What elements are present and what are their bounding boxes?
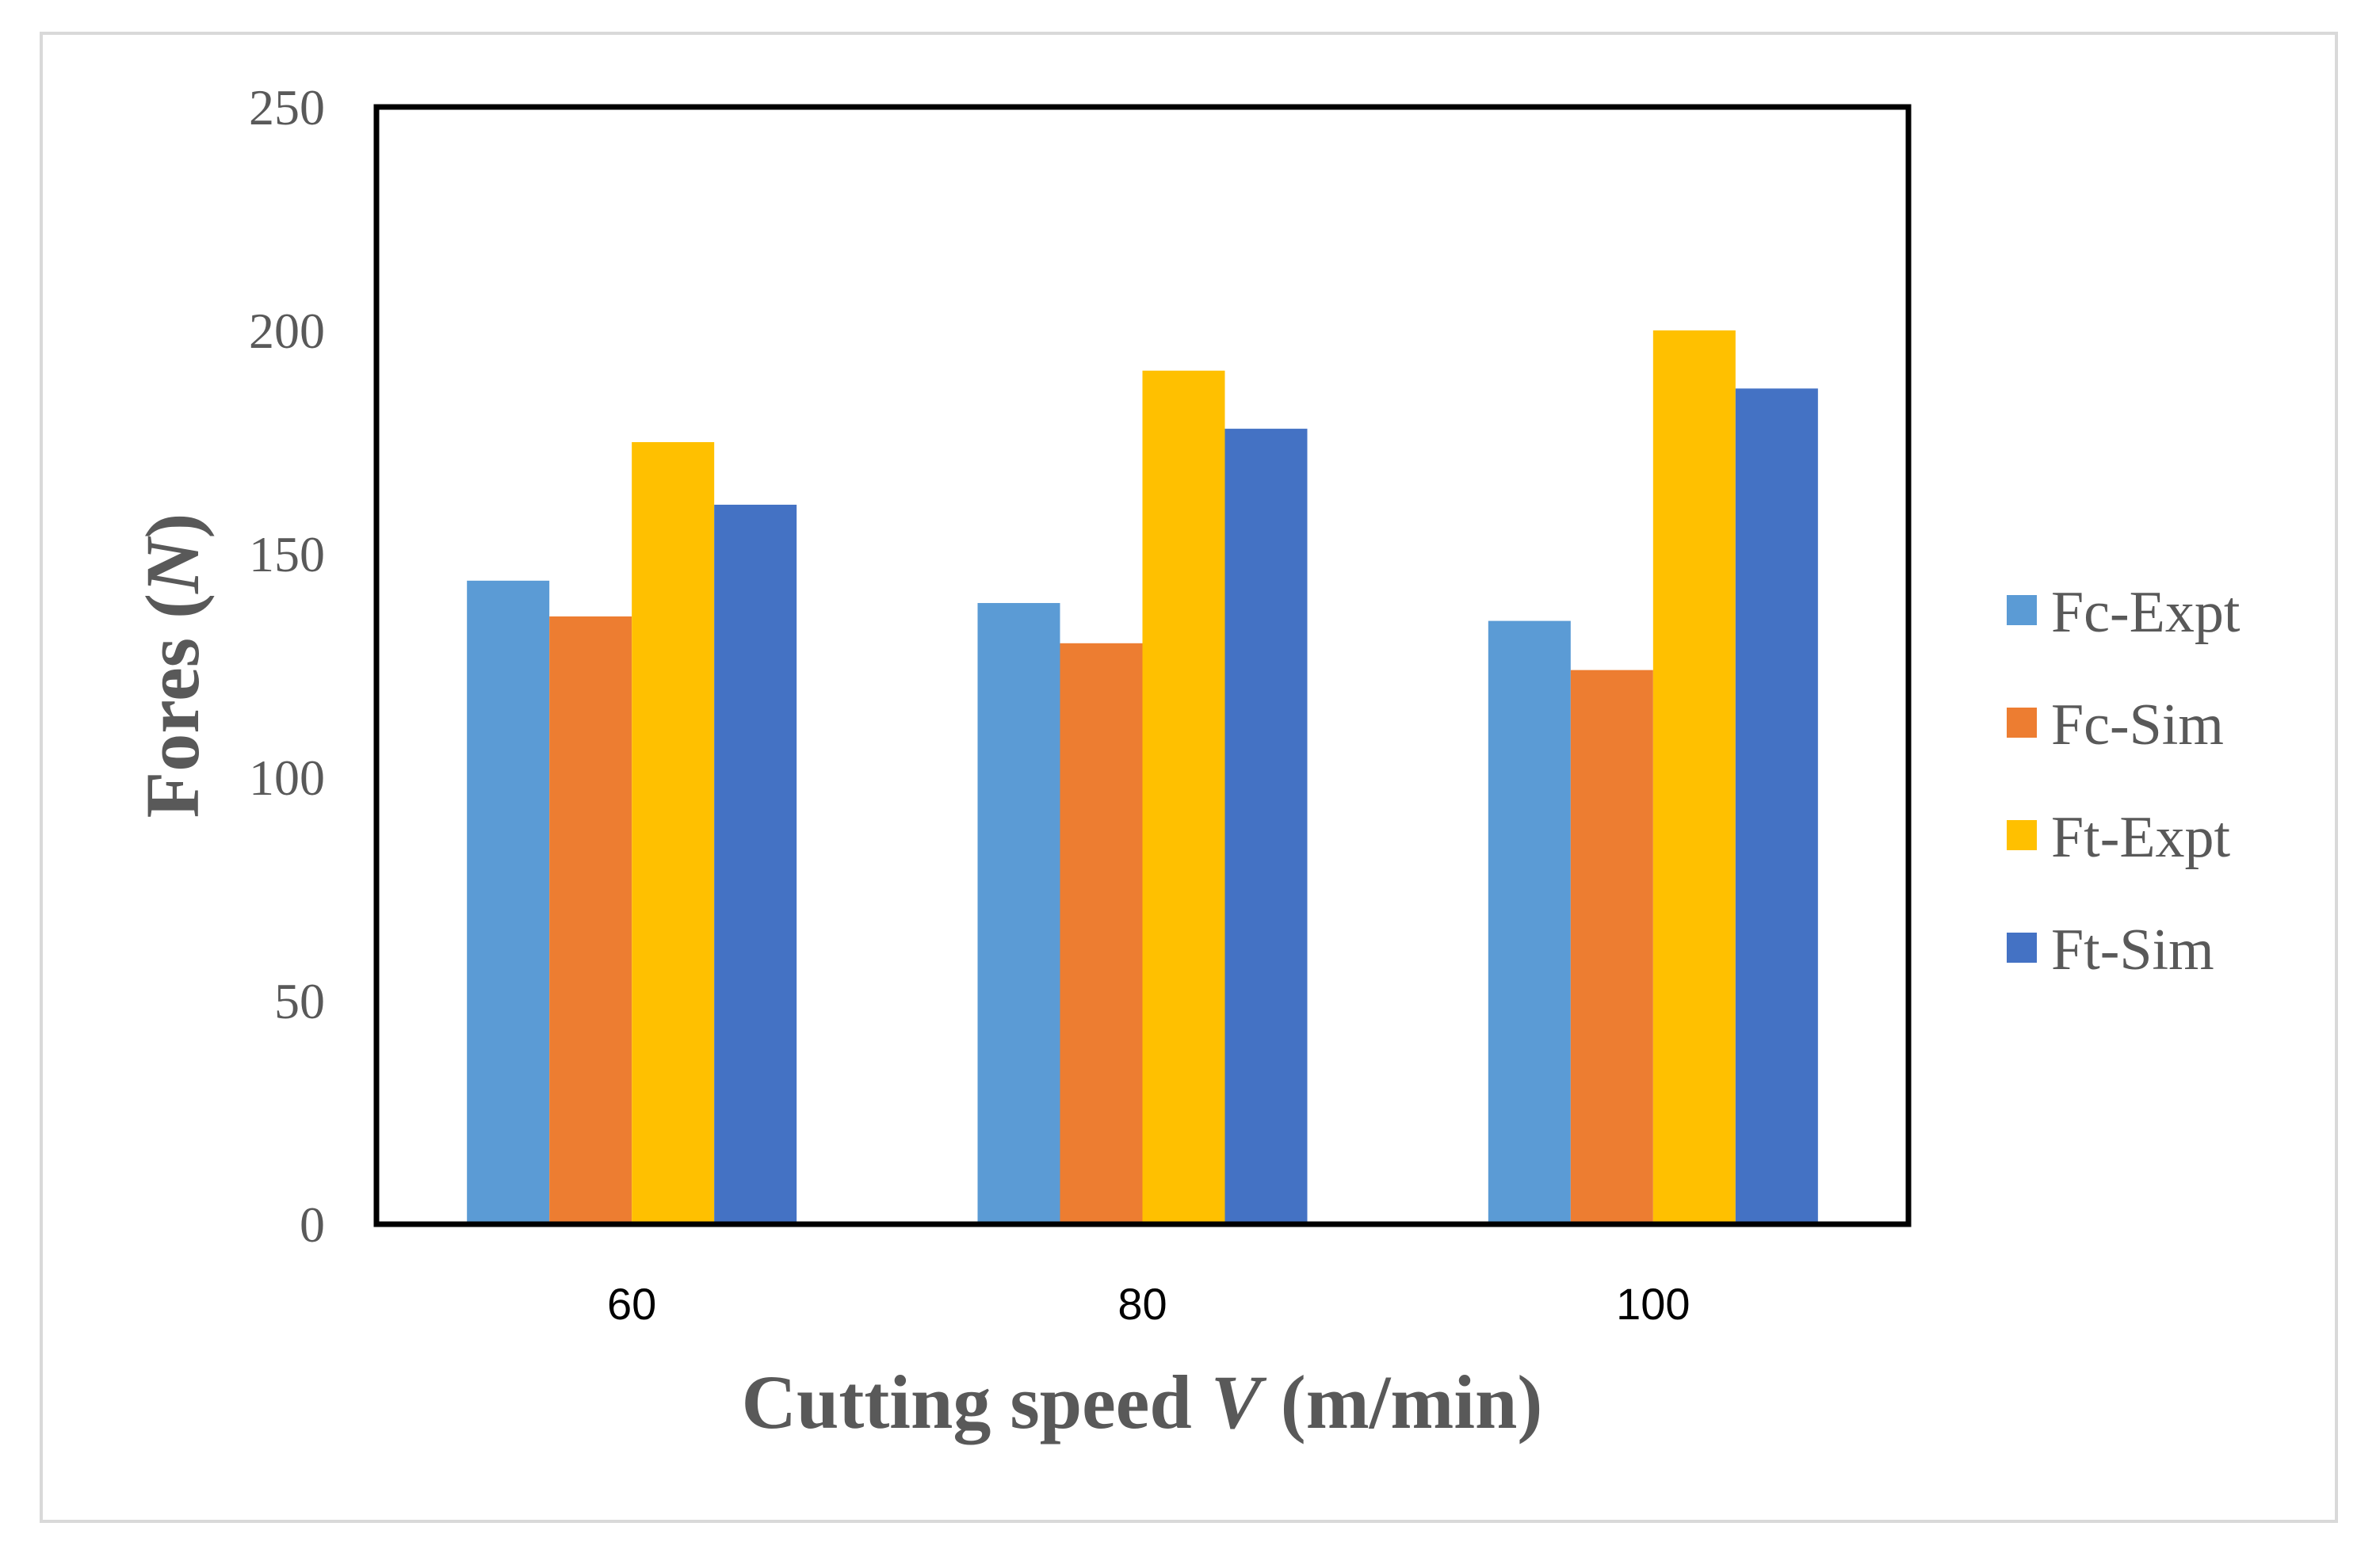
y-tick-label: 100 — [249, 750, 325, 806]
y-tick-label: 0 — [300, 1196, 325, 1253]
x-tick-label: 80 — [1117, 1279, 1167, 1329]
legend-swatch — [2007, 933, 2037, 963]
x-axis-title: Cutting speed V (m/min) — [742, 1360, 1543, 1444]
legend-label: Ft-Expt — [2051, 805, 2231, 870]
bar-ft-sim-60 — [714, 504, 797, 1224]
bars-group — [467, 330, 1818, 1224]
legend-swatch — [2007, 708, 2037, 738]
bar-ft-sim-100 — [1735, 388, 1818, 1224]
bar-fc-sim-60 — [549, 616, 632, 1224]
legend-label: Fc-Expt — [2051, 580, 2241, 645]
y-tick-labels: 0 50 100 150 200 250 — [249, 79, 325, 1253]
bar-fc-expt-80 — [977, 603, 1060, 1224]
y-tick-label: 50 — [274, 973, 325, 1029]
bar-ft-sim-80 — [1224, 429, 1308, 1224]
bar-ft-expt-60 — [632, 442, 715, 1224]
plot-area — [373, 104, 1912, 1227]
bar-fc-sim-80 — [1060, 643, 1143, 1224]
bar-fc-expt-100 — [1488, 620, 1571, 1224]
y-tick-label: 150 — [249, 526, 325, 582]
legend-swatch — [2007, 820, 2037, 850]
bar-ft-expt-100 — [1652, 330, 1736, 1224]
x-tick-label: 60 — [607, 1279, 656, 1329]
x-tick-labels: 60 80 100 — [607, 1279, 1690, 1329]
bar-fc-sim-100 — [1570, 670, 1653, 1224]
legend-label: Fc-Sim — [2051, 693, 2224, 758]
legend-swatch — [2007, 595, 2037, 625]
bar-ft-expt-80 — [1142, 370, 1225, 1224]
y-axis-title: Fores (N) — [130, 513, 215, 819]
bar-fc-expt-60 — [467, 580, 550, 1224]
legend-label: Ft-Sim — [2051, 918, 2214, 983]
x-tick-label: 100 — [1616, 1279, 1690, 1329]
y-tick-label: 200 — [249, 303, 325, 359]
y-tick-label: 250 — [249, 79, 325, 135]
legend: Fc-Expt Fc-Sim Ft-Expt Ft-Sim — [2007, 580, 2241, 983]
